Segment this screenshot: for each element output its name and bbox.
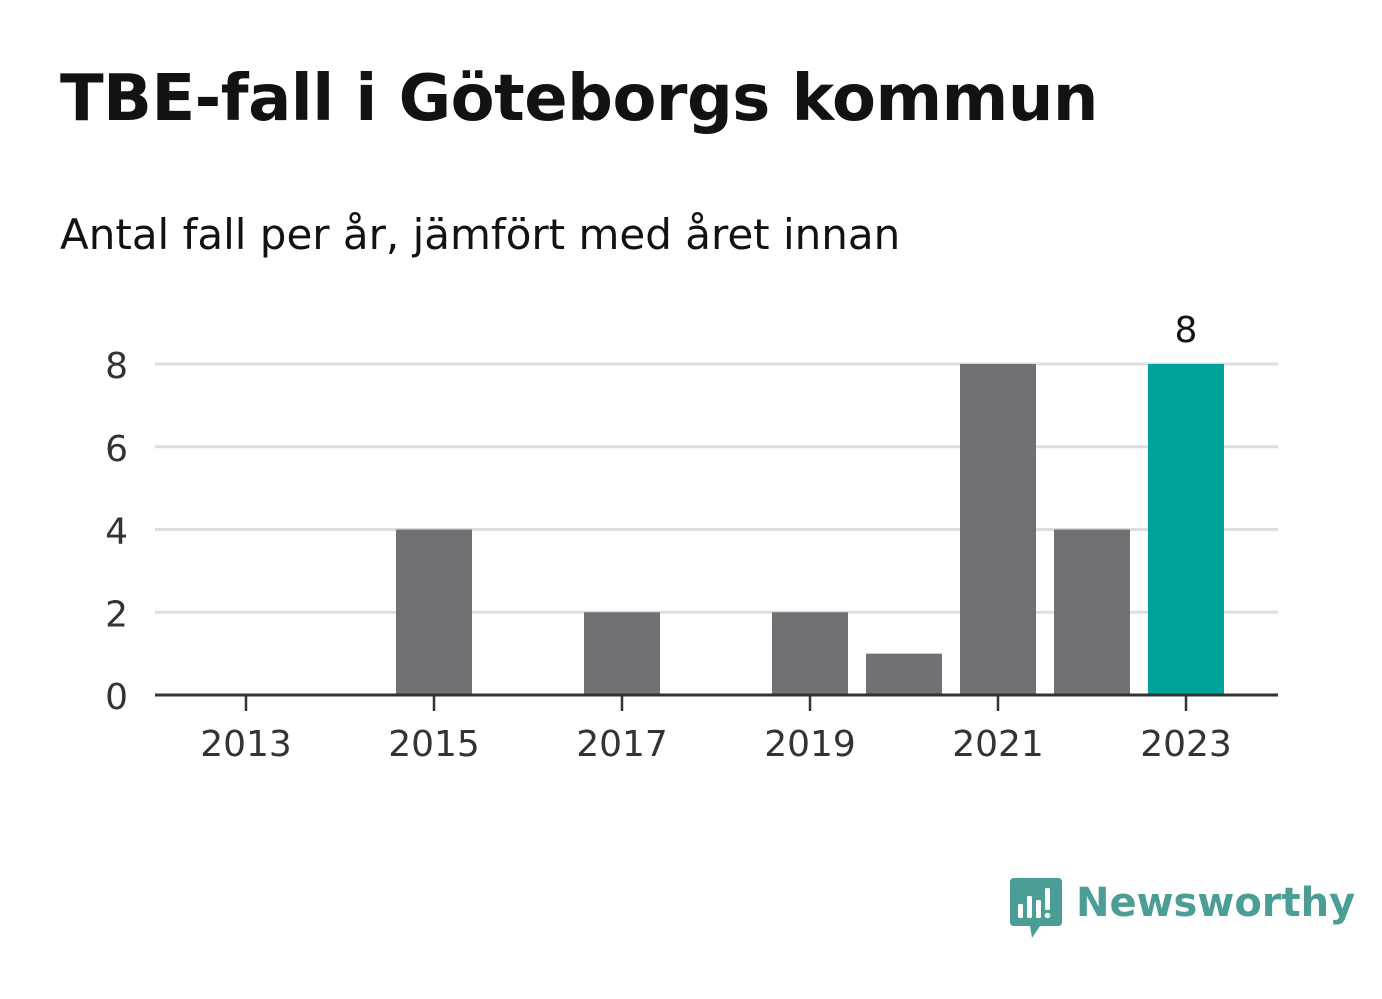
x-tick-label: 2023 bbox=[1140, 724, 1232, 765]
bar bbox=[960, 364, 1036, 695]
bar bbox=[584, 612, 660, 695]
x-tick-label: 2013 bbox=[200, 724, 292, 765]
bar bbox=[396, 529, 472, 695]
brand-name: Newsworthy bbox=[1076, 880, 1356, 926]
newsworthy-logo-icon bbox=[1010, 878, 1062, 938]
bar bbox=[772, 612, 848, 695]
y-tick-label: 4 bbox=[105, 512, 128, 553]
y-tick-label: 6 bbox=[105, 429, 128, 470]
chart-title: TBE-fall i Göteborgs kommun bbox=[60, 62, 1098, 136]
x-tick-label: 2017 bbox=[576, 724, 668, 765]
y-tick-label: 0 bbox=[105, 677, 128, 718]
x-tick-label: 2019 bbox=[764, 724, 856, 765]
data-label: 8 bbox=[1175, 310, 1198, 351]
y-tick-label: 8 bbox=[105, 346, 128, 387]
labels: 0 2 4 6 8 2013 2015 2017 2019 2021 2023 8 bbox=[105, 310, 1232, 765]
axes bbox=[155, 693, 1278, 711]
chart-subtitle: Antal fall per år, jämfört med året inna… bbox=[60, 210, 901, 259]
bar bbox=[866, 653, 942, 695]
x-tick-label: 2021 bbox=[952, 724, 1044, 765]
y-tick-label: 2 bbox=[105, 594, 128, 635]
bar bbox=[1054, 529, 1130, 695]
brand-logo: Newsworthy bbox=[1010, 878, 1355, 942]
x-tick-label: 2015 bbox=[388, 724, 480, 765]
bar bbox=[1148, 364, 1224, 695]
bars bbox=[396, 364, 1224, 695]
